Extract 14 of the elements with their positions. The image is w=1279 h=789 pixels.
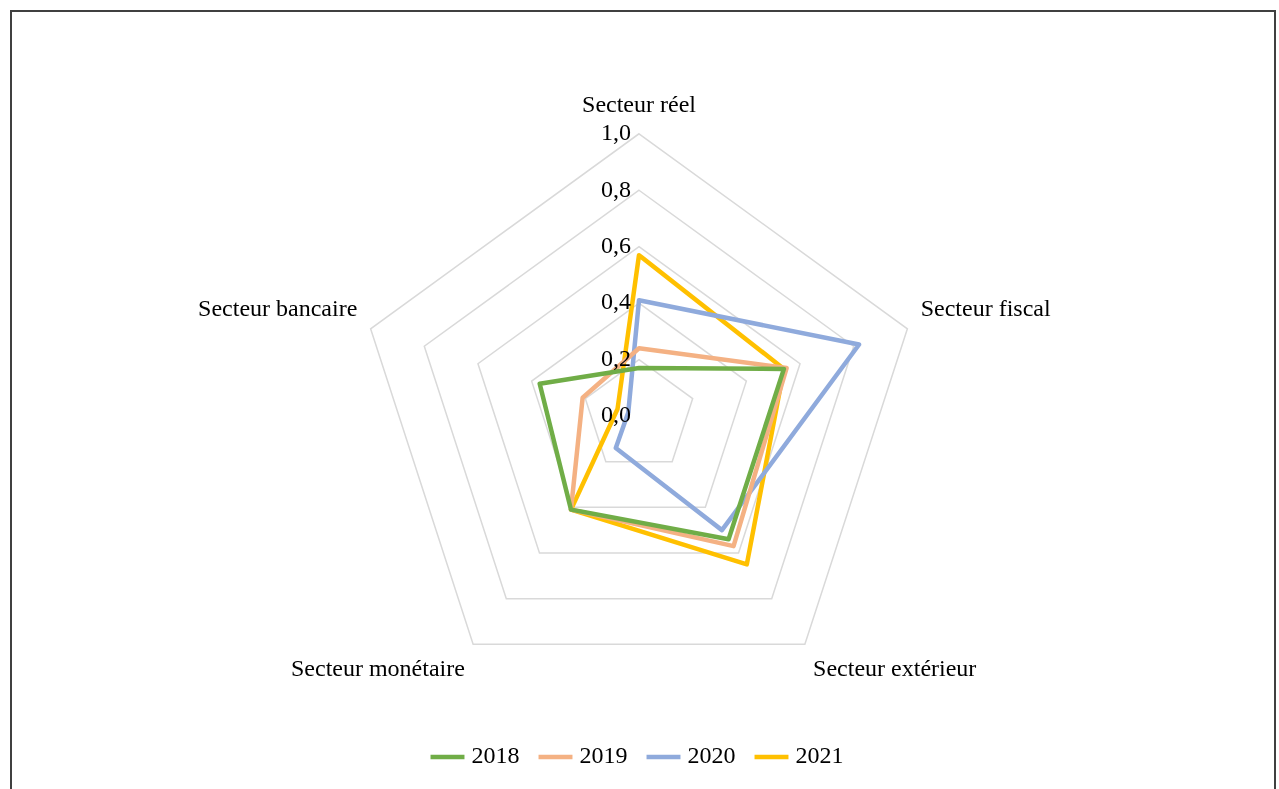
spoke-label: Secteur monétaire bbox=[290, 655, 465, 682]
spoke-label: Secteur fiscal bbox=[920, 295, 1051, 322]
legend-label: 2021 bbox=[795, 742, 844, 769]
legend-label: 2020 bbox=[687, 742, 736, 769]
y-tick-label: 0,8 bbox=[601, 175, 631, 202]
legend-label: 2018 bbox=[471, 742, 520, 769]
y-tick-label: 0,2 bbox=[601, 344, 631, 371]
y-tick-label: 0,4 bbox=[601, 288, 631, 315]
spoke-label: Secteur bancaire bbox=[198, 295, 358, 322]
legend-label: 2019 bbox=[579, 742, 628, 769]
spoke-label: Secteur extérieur bbox=[813, 655, 977, 682]
spoke-label: Secteur réel bbox=[582, 90, 697, 117]
y-tick-label: 0,6 bbox=[601, 231, 631, 258]
y-tick-label: 1,0 bbox=[601, 119, 631, 146]
